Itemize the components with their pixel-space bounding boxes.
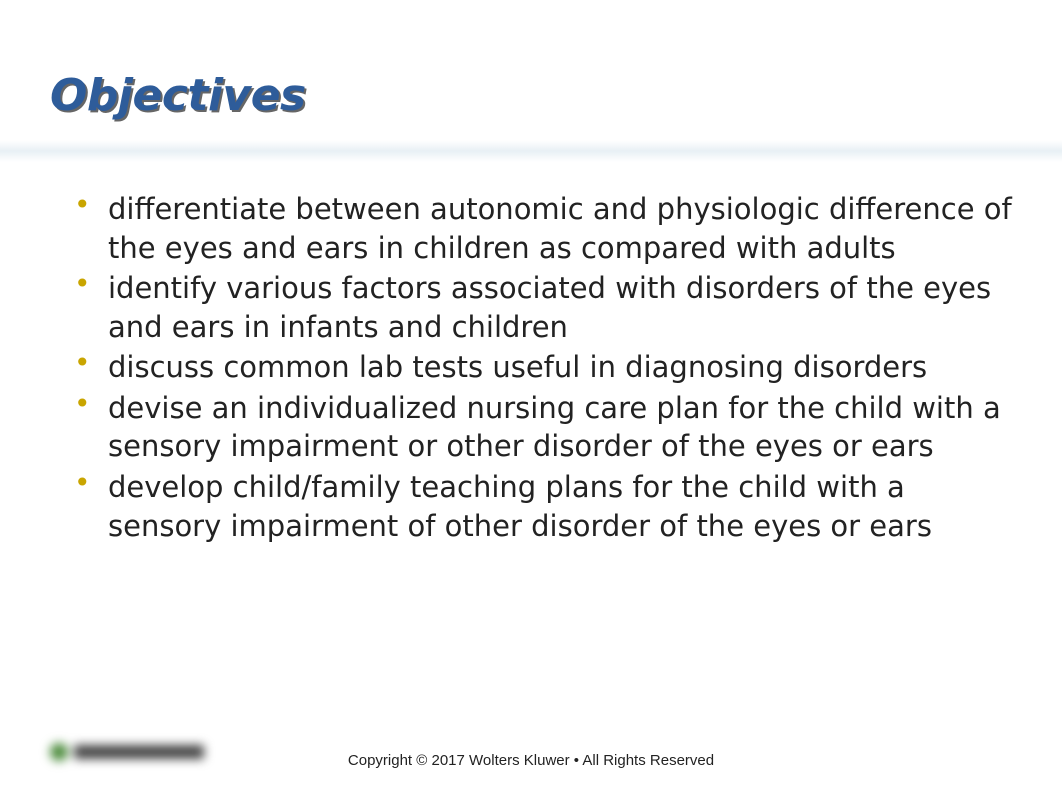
slide: Objectives differentiate between autonom…	[0, 0, 1062, 797]
list-item: identify various factors associated with…	[70, 269, 1012, 346]
list-item: differentiate between autonomic and phys…	[70, 190, 1012, 267]
copyright-footer: Copyright © 2017 Wolters Kluwer • All Ri…	[0, 752, 1062, 769]
list-item: devise an individualized nursing care pl…	[70, 389, 1012, 466]
slide-title: Objectives	[50, 70, 306, 121]
objectives-list: differentiate between autonomic and phys…	[70, 190, 1012, 545]
title-divider	[0, 140, 1062, 162]
slide-content: differentiate between autonomic and phys…	[70, 190, 1012, 547]
list-item: discuss common lab tests useful in diagn…	[70, 348, 1012, 387]
list-item: develop child/family teaching plans for …	[70, 468, 1012, 545]
